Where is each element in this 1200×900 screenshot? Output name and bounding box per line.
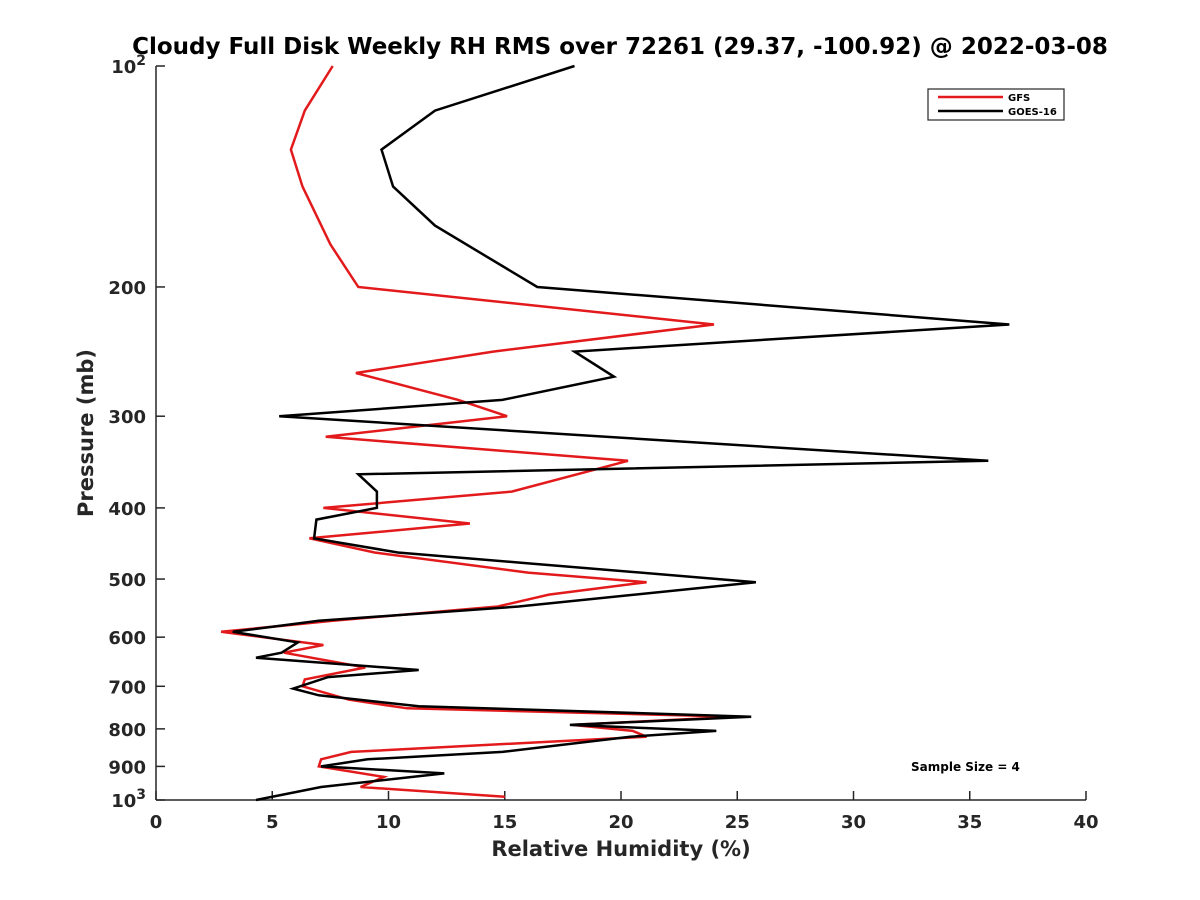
y-tick-base: 10 (111, 791, 136, 812)
legend-label-goes16: GOES-16 (1008, 107, 1057, 118)
series-line-goes16 (232, 64, 1010, 802)
series-layer (220, 64, 1010, 802)
y-axis-label: Pressure (mb) (74, 349, 98, 517)
y-tick-label: 400 (108, 499, 146, 520)
y-tick-exponent: 2 (136, 53, 146, 69)
y-tick-label: 800 (108, 720, 146, 741)
x-tick-label: 20 (608, 812, 633, 833)
x-tick-label: 0 (150, 812, 163, 833)
y-tick-exponent: 3 (136, 787, 146, 803)
y-tick-label: 103 (111, 787, 146, 812)
x-ticks: 0 5 10 15 20 25 30 35 40 (150, 791, 1099, 833)
legend-box (927, 88, 1065, 121)
y-tick-label: 600 (108, 628, 146, 649)
x-tick-label: 15 (492, 812, 517, 833)
x-tick-label: 30 (841, 812, 866, 833)
legend: GFS GOES-16 (927, 88, 1065, 121)
y-tick-label: 300 (108, 407, 146, 428)
x-tick-label: 10 (376, 812, 401, 833)
x-tick-label: 35 (957, 812, 982, 833)
y-tick-label: 102 (111, 53, 146, 78)
x-axis-label: Relative Humidity (%) (491, 837, 750, 861)
sample-size-annotation: Sample Size = 4 (911, 760, 1020, 774)
y-tick-label: 500 (108, 570, 146, 591)
y-tick-label: 900 (108, 757, 146, 778)
x-tick-label: 25 (725, 812, 750, 833)
y-tick-base: 10 (111, 57, 136, 78)
y-tick-label: 700 (108, 677, 146, 698)
x-tick-label: 5 (266, 812, 279, 833)
x-tick-label: 40 (1073, 812, 1098, 833)
y-tick-label: 200 (108, 278, 146, 299)
legend-label-gfs: GFS (1008, 93, 1030, 104)
chart-title: Cloudy Full Disk Weekly RH RMS over 7226… (132, 34, 1108, 60)
series-line-gfs (220, 65, 738, 799)
